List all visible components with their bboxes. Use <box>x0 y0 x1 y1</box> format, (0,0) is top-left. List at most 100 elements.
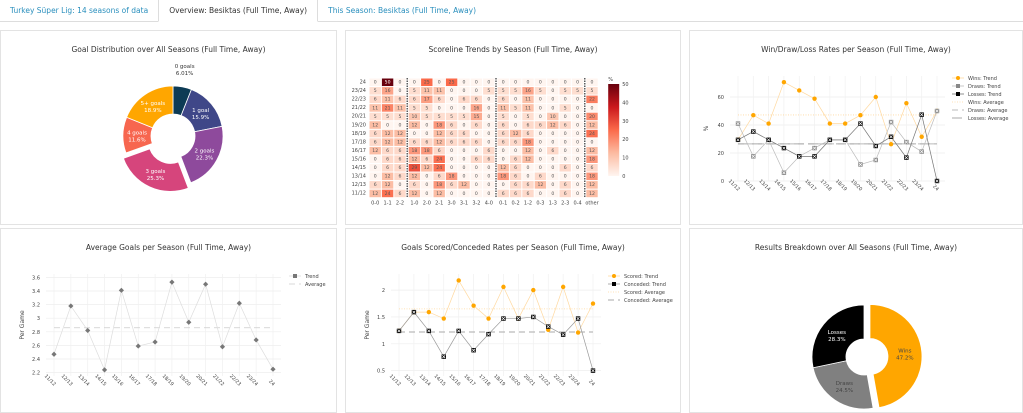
data-point <box>152 339 158 345</box>
heatmap-cell <box>547 95 559 104</box>
data-point <box>426 309 432 315</box>
row-label: 11/12 <box>352 191 366 197</box>
cell-value: 0 <box>502 157 505 163</box>
chart-title: Win/Draw/Loss Rates per Season (Full Tim… <box>761 45 951 54</box>
heatmap-cell <box>445 104 458 112</box>
heatmap-cell <box>381 121 394 129</box>
heatmap-cell <box>470 121 483 129</box>
x-tick-label: 23/24 <box>567 373 581 387</box>
heatmap-cell <box>483 112 495 121</box>
cell-value: 0 <box>551 165 554 171</box>
slice-label: 4 goals <box>127 130 147 136</box>
legend-label: Losses: Average <box>968 116 1008 122</box>
cell-value: 0 <box>475 191 478 197</box>
heatmap-cell <box>571 181 584 189</box>
cell-value: 6 <box>514 191 517 197</box>
data-point-x <box>546 324 550 329</box>
heatmap-cell <box>571 164 584 172</box>
cell-value: 0 <box>399 182 402 188</box>
heatmap-cell <box>534 129 547 138</box>
heatmap-cell <box>433 129 445 138</box>
cell-value: 0 <box>475 148 478 154</box>
tab-league-data[interactable]: Turkey Süper Lig: 14 seasons of data <box>10 6 149 15</box>
column-label: 3-1 <box>460 201 468 207</box>
heatmap-cell <box>522 129 534 138</box>
data-point <box>456 278 461 283</box>
data-point-x <box>904 140 909 144</box>
cell-value: 5 <box>502 114 505 120</box>
cell-value: 0 <box>539 105 542 111</box>
cell-value: 0 <box>463 157 466 163</box>
heatmap-cell <box>586 87 598 95</box>
heatmap-cell <box>421 189 433 198</box>
heatmap-cell <box>421 172 433 181</box>
cell-value: 0 <box>591 80 594 86</box>
cell-value: 0 <box>502 182 505 188</box>
heatmap-cell <box>381 138 394 146</box>
colorbar-tick: 30 <box>622 119 628 125</box>
heatmap-cell <box>497 112 509 121</box>
cell-value: 6 <box>527 131 530 137</box>
tab-this-season[interactable]: This Season: Besiktas (Full Time, Away) <box>328 6 477 15</box>
heatmap-cell <box>547 129 559 138</box>
slice-value: 24.5% <box>836 388 853 394</box>
heatmap-cell <box>408 78 421 87</box>
heatmap-cell <box>408 181 421 189</box>
x-tick-label: 13/14 <box>757 178 771 192</box>
cell-value: 0 <box>551 105 554 111</box>
heatmap-cell <box>433 121 445 129</box>
row-label: 24 <box>360 80 366 86</box>
cell-value: 25 <box>424 80 430 86</box>
data-point-x <box>889 135 893 139</box>
scoreline-heatmap: 24 0 50 0 0 25 0 25 0 0 0 0 0 0 0 0 0 0 023/24 5 16 0 5 11 11 0 0 0… <box>352 77 629 207</box>
cell-value: 0 <box>539 80 542 86</box>
cell-value: 0 <box>450 165 453 171</box>
column-label: 0-3 <box>536 201 544 207</box>
data-point <box>751 113 756 118</box>
cell-value: 6 <box>551 148 554 154</box>
heatmap-cell <box>470 78 483 87</box>
heatmap-cell <box>445 181 458 189</box>
heatmap-cell <box>534 138 547 146</box>
heatmap-cell <box>483 104 495 112</box>
cell-value: 0 <box>576 148 579 154</box>
cell-value: 5 <box>438 114 441 120</box>
colorbar <box>608 84 620 176</box>
colorbar-tick: 50 <box>622 82 628 88</box>
heatmap-cell <box>483 146 495 155</box>
cell-value: 0 <box>475 131 478 137</box>
heatmap-cell <box>559 189 571 198</box>
heatmap-cell <box>586 95 598 104</box>
y-tick-label: 2 <box>382 288 385 294</box>
cell-value: 0 <box>576 97 579 103</box>
wdl-line-chart: 0 20 40 60 11/12 12/13 13/14 14/15 15/16 16/17 17/… <box>703 76 1008 193</box>
cell-value: 0 <box>527 165 530 171</box>
data-point-x <box>766 138 771 142</box>
y-axis-label: Per Game <box>364 310 371 340</box>
heatmap-cell <box>381 129 394 138</box>
tab-overview[interactable]: Overview: Besiktas (Full Time, Away) <box>158 0 319 22</box>
heatmap-cell <box>445 172 458 181</box>
legend-label: Draws: Average <box>968 108 1007 114</box>
cell-value: 11 <box>500 105 506 111</box>
slice-value: 15.9% <box>192 115 209 121</box>
heatmap-cell <box>394 129 406 138</box>
series-line <box>53 281 274 372</box>
data-point-x <box>843 138 847 142</box>
x-tick-label: 24 <box>931 184 940 193</box>
heatmap-cell <box>509 164 522 172</box>
legend-marker <box>956 76 960 80</box>
data-point <box>203 281 209 287</box>
cell-value: 0 <box>450 191 453 197</box>
cell-value: 0 <box>564 97 567 103</box>
heatmap-cell <box>509 172 522 181</box>
heatmap-cell <box>534 87 547 95</box>
heatmap-cell <box>483 172 495 181</box>
x-tick-label: 11/12 <box>388 373 402 387</box>
heatmap-cell <box>483 189 495 198</box>
cell-value: 6 <box>502 131 505 137</box>
heatmap-cell <box>408 164 421 172</box>
cell-value: 5 <box>514 105 517 111</box>
heatmap-cell <box>445 155 458 163</box>
heatmap-cell <box>509 95 522 104</box>
